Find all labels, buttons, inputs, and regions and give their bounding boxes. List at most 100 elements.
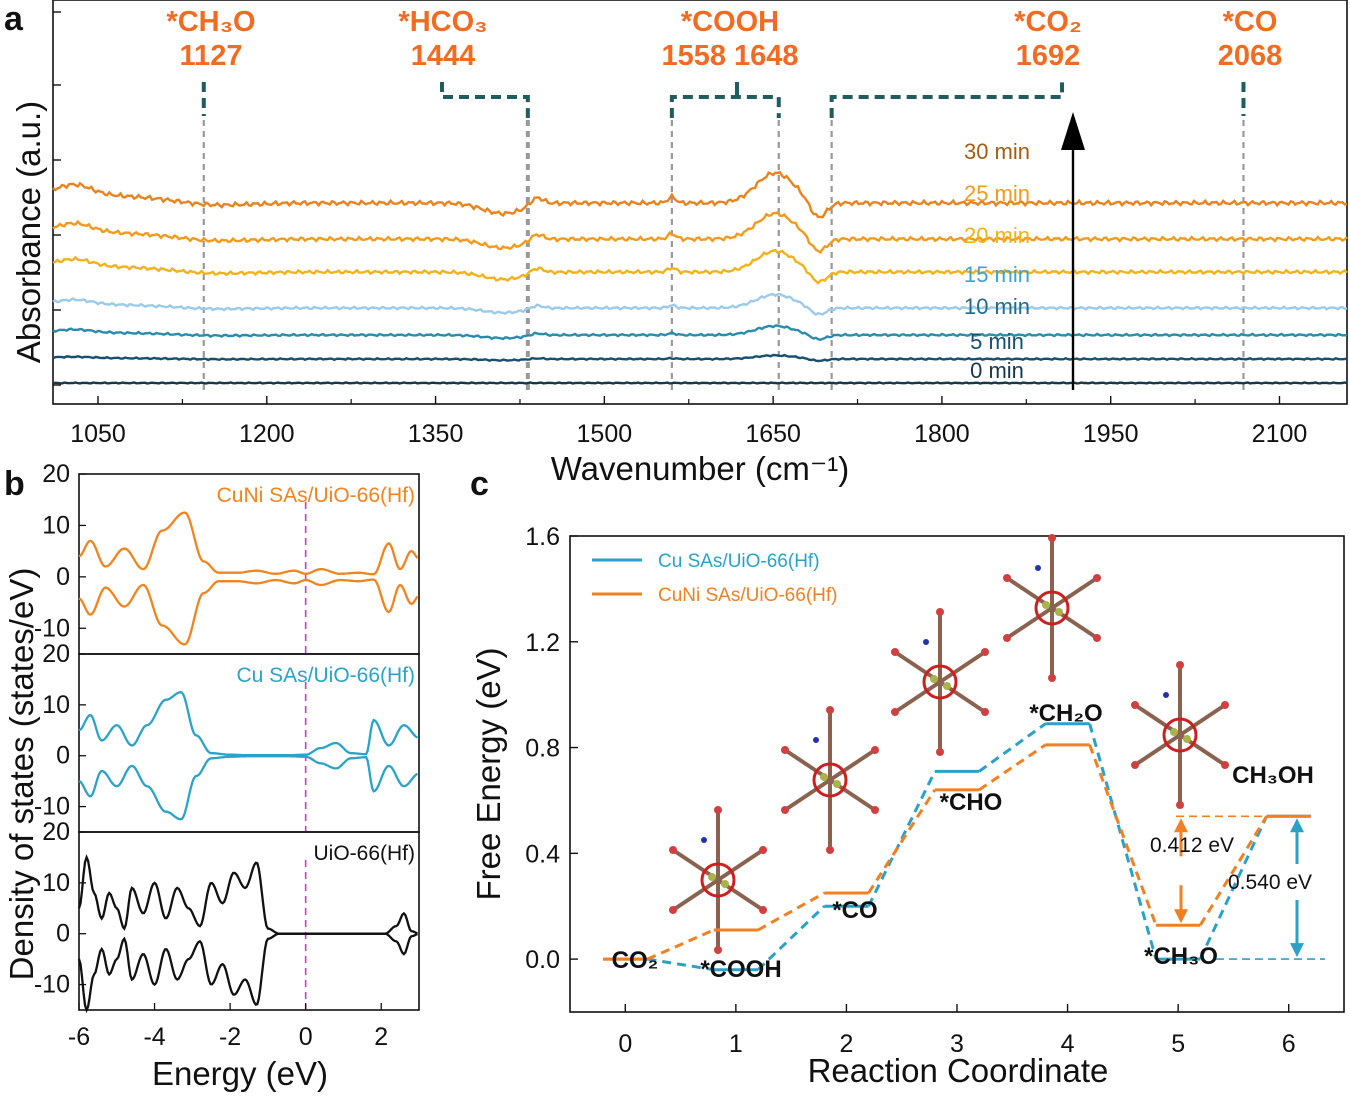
molecule-bond — [671, 848, 765, 912]
spectrum-line-25-min — [52, 211, 1348, 255]
energy-connector — [1088, 744, 1158, 926]
y-tick-label: 20 — [42, 460, 70, 488]
x-tick-label: 1050 — [70, 420, 126, 448]
x-tick-label: 2 — [374, 1023, 388, 1051]
panel-c: c 0.0 0.4 0.8 1.2 1.6 0 1 2 3 4 5 6 CO₂ *COOH *CO *CH… — [470, 465, 1345, 1089]
y-tick-label: 20 — [42, 818, 70, 846]
dos-label: UiO-66(Hf) — [313, 842, 415, 865]
dos-label: CuNi SAs/UiO-66(Hf) — [217, 484, 415, 507]
x-tick-label: 1200 — [239, 420, 295, 448]
molecule-atom — [981, 708, 989, 716]
x-tick-label: -2 — [219, 1023, 241, 1051]
time-label: 0 min — [970, 358, 1024, 383]
time-label: 5 min — [970, 329, 1024, 354]
panel-c-series — [603, 722, 1311, 972]
panel-b-y-axis-label: Density of states (states/eV) — [3, 568, 40, 981]
panel-a-brackets — [201, 82, 1246, 118]
panel-c-frame — [569, 535, 1345, 1013]
molecule-atom — [1221, 761, 1229, 769]
state-label: *CH₂O — [1029, 700, 1102, 727]
panel-c-annotations: 0.412 eV 0.540 eV — [1150, 815, 1325, 960]
molecule-atom — [826, 846, 834, 854]
molecule-atom — [1042, 601, 1050, 609]
panel-b-x-axis-label: Energy (eV) — [152, 1055, 328, 1092]
molecule-atom — [669, 906, 677, 914]
x-tick-label: 6 — [1282, 1030, 1296, 1058]
energy-connector — [757, 891, 826, 932]
dos-frame — [78, 831, 420, 1011]
molecule-atom — [1131, 761, 1139, 769]
y-tick-label: 0.0 — [525, 946, 560, 974]
x-tick-label: 0 — [618, 1030, 632, 1058]
y-tick-label: 0.4 — [525, 840, 560, 868]
molecule-atom — [721, 880, 729, 888]
molecule-atom — [923, 639, 929, 645]
arrowhead-orange — [1174, 818, 1188, 833]
peak-label-value: 2068 — [1218, 40, 1283, 72]
molecule-atom — [669, 846, 677, 854]
peak-label-species: *COOH — [681, 6, 779, 38]
x-tick-label: 4 — [1061, 1030, 1075, 1058]
panel-c-state-labels: CO₂ *COOH *CO *CHO *CH₂O *CH₃O CH₃OH — [612, 700, 1314, 983]
molecule-atom — [943, 682, 951, 690]
state-label: CH₃OH — [1232, 762, 1314, 789]
panel-b-label: b — [4, 465, 25, 503]
y-tick-label: 10 — [42, 691, 70, 719]
x-tick-label: 3 — [950, 1030, 964, 1058]
spectrum-line-5-min — [52, 353, 1348, 363]
energy-connector — [756, 905, 826, 971]
molecule-atom — [759, 846, 767, 854]
peak-label-value: 1444 — [411, 40, 476, 72]
molecule-atom — [826, 706, 834, 714]
molecule-atom — [1048, 534, 1056, 542]
x-tick-label: -6 — [68, 1023, 90, 1051]
arrowhead-orange — [1174, 909, 1188, 924]
panel-a-y-axis-label: Absorbance (a.u.) — [10, 101, 47, 363]
bracket-hco3 — [440, 82, 530, 118]
panel-a: a 1050 1200 1350 1500 1650 1800 1950 2100 *CH₃O… — [4, 0, 1348, 487]
molecule-bond — [1133, 703, 1227, 767]
x-tick-label: 1350 — [408, 420, 464, 448]
panel-a-frame — [52, 0, 1348, 405]
dos-subplot-0: 20 10 0 -10 CuNi SAs/UiO-66(Hf) — [34, 460, 420, 655]
panel-a-x-ticks: 1050 1200 1350 1500 1650 1800 1950 2100 — [70, 396, 1307, 448]
energy-connector — [1198, 815, 1268, 927]
energy-connector — [978, 722, 1047, 773]
molecule-atom — [1183, 735, 1191, 743]
state-label: *COOH — [700, 956, 781, 983]
x-tick-label: 1650 — [745, 420, 801, 448]
molecule-core — [1034, 590, 1070, 626]
molecule-atom — [833, 780, 841, 788]
panel-b-x-ticks: -6 -4 -2 0 2 — [68, 1003, 388, 1051]
time-arrow-head — [1061, 112, 1085, 150]
panel-c-molecules — [669, 534, 1229, 954]
dos-spin-down-line — [77, 932, 418, 1014]
y-tick-label: -10 — [34, 971, 70, 999]
molecule-atom — [781, 806, 789, 814]
molecule-atom — [1221, 701, 1229, 709]
y-tick-label: 0 — [56, 920, 70, 948]
dos-label: Cu SAs/UiO-66(Hf) — [236, 664, 415, 687]
state-label: *CH₃O — [1144, 943, 1218, 970]
peak-label-value: 1127 — [180, 40, 243, 72]
spectrum-line-15-min — [52, 292, 1348, 317]
y-tick-label: 1.6 — [525, 523, 560, 551]
bracket-co2 — [829, 82, 1064, 118]
molecule-atom — [813, 737, 819, 743]
time-label: 15 min — [964, 262, 1030, 287]
molecule-atom — [1003, 634, 1011, 642]
molecule-atom — [1131, 701, 1139, 709]
molecule-atom — [714, 946, 722, 954]
dos-spin-down-line — [78, 578, 419, 646]
dos-spin-up-line — [77, 854, 418, 935]
x-tick-label: 1500 — [577, 420, 633, 448]
y-tick-label: -10 — [34, 614, 70, 642]
molecule-structure-icon — [781, 706, 879, 854]
molecule-core — [700, 862, 736, 898]
time-label: 10 min — [964, 294, 1030, 319]
molecule-atom — [820, 773, 828, 781]
panel-a-time-labels: 30 min 25 min 20 min 15 min 10 min 5 min 0 min — [964, 139, 1030, 383]
x-tick-label: 1 — [729, 1030, 743, 1058]
panel-c-x-ticks: 0 1 2 3 4 5 6 — [618, 1004, 1296, 1058]
molecule-core — [812, 762, 848, 798]
